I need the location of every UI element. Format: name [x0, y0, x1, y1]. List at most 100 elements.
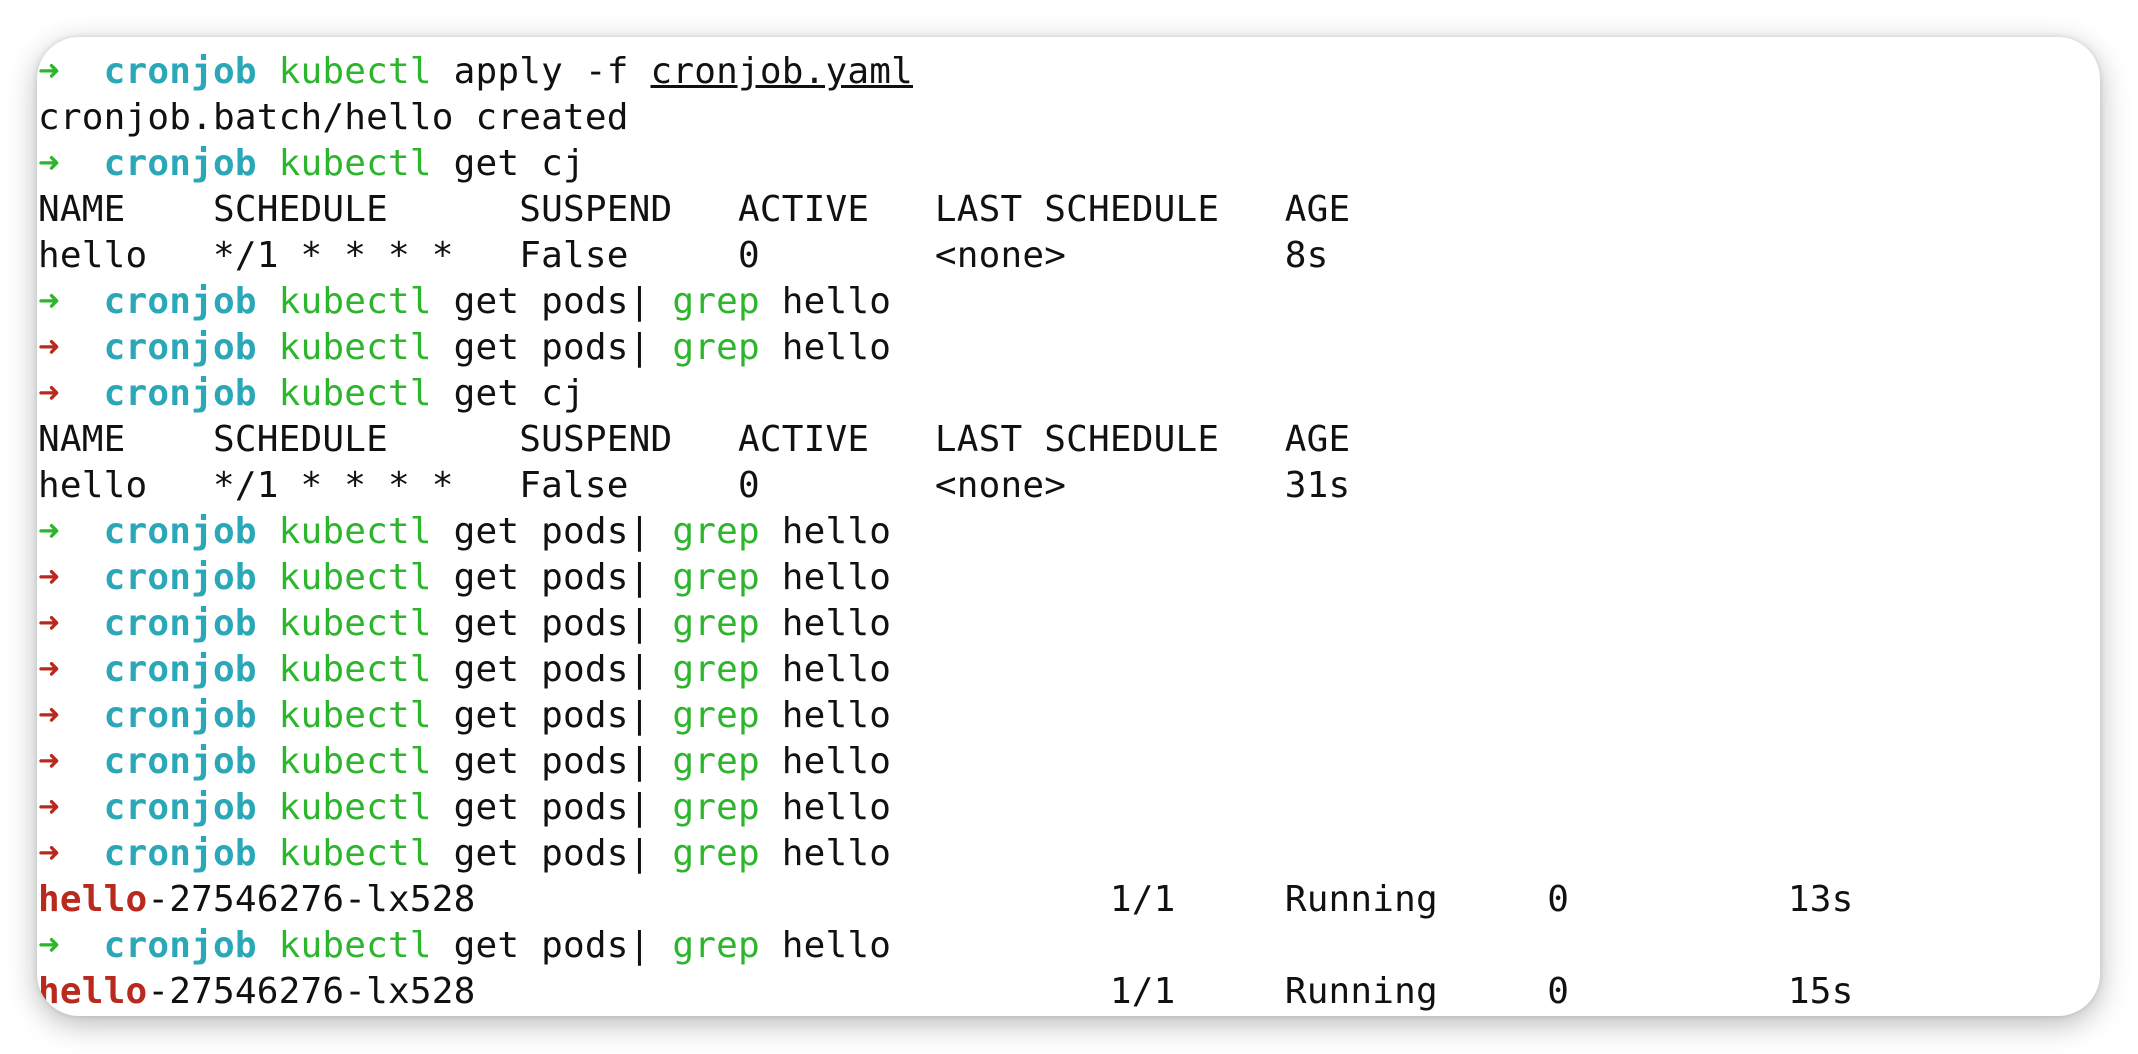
output-text: get cj: [453, 143, 585, 184]
prompt-arrow-error-icon: ➜: [38, 603, 104, 644]
grep-command: grep: [672, 649, 782, 690]
command-name: kubectl: [278, 511, 454, 552]
prompt-directory: cronjob: [103, 741, 279, 782]
command-name: kubectl: [278, 925, 454, 966]
terminal-line: ➜ cronjob kubectl get pods| grep hello: [38, 647, 1854, 693]
terminal-line: NAME SCHEDULE SUSPEND ACTIVE LAST SCHEDU…: [38, 417, 1854, 463]
terminal-output[interactable]: ➜ cronjob kubectl apply -f cronjob.yaml c…: [38, 49, 1854, 1016]
terminal-line: ➜ cronjob kubectl get pods| grep hello: [38, 279, 1854, 325]
terminal-line: ➜ cronjob kubectl get pods| grep hello: [38, 739, 1854, 785]
prompt-arrow-icon: ➜: [38, 511, 104, 552]
prompt-directory: cronjob: [103, 833, 279, 874]
prompt-directory: cronjob: [103, 511, 279, 552]
prompt-directory: cronjob: [103, 695, 279, 736]
prompt-directory: cronjob: [103, 649, 279, 690]
grep-command: grep: [672, 925, 782, 966]
output-text: hello: [781, 557, 892, 598]
grep-command: grep: [672, 741, 782, 782]
command-name: kubectl: [278, 695, 454, 736]
output-text: get pods|: [453, 649, 673, 690]
output-text: cronjob.batch/hello created: [38, 97, 629, 138]
terminal-line: ➜ cronjob kubectl: [38, 1015, 1854, 1016]
output-text: get pods|: [453, 327, 673, 368]
terminal-line: ➜ cronjob kubectl get pods| grep hello: [38, 923, 1854, 969]
prompt-arrow-icon: ➜: [38, 143, 104, 184]
command-name: kubectl: [278, 51, 454, 92]
command-name: kubectl: [278, 833, 454, 874]
output-text: get pods|: [453, 603, 673, 644]
terminal-line: cronjob.batch/hello created: [38, 95, 1854, 141]
grep-match: hello: [38, 879, 148, 920]
output-text: hello */1 * * * * False 0 <none> 8s: [38, 235, 1329, 276]
prompt-arrow-error-icon: ➜: [38, 741, 104, 782]
command-name: kubectl: [278, 741, 454, 782]
prompt-arrow-error-icon: ➜: [38, 833, 104, 874]
command-name: kubectl: [278, 557, 454, 598]
output-text: get pods|: [453, 557, 673, 598]
command-name: kubectl: [278, 373, 454, 414]
output-text: -27546276-lx528 1/1 Running 0 15s: [147, 971, 1854, 1012]
output-text: get pods|: [453, 833, 673, 874]
output-text: hello: [781, 925, 892, 966]
prompt-directory: cronjob: [103, 373, 279, 414]
terminal-line: hello */1 * * * * False 0 <none> 31s: [38, 463, 1854, 509]
prompt-arrow-icon: ➜: [38, 925, 104, 966]
prompt-directory: cronjob: [103, 787, 279, 828]
terminal-window: ➜ cronjob kubectl apply -f cronjob.yaml c…: [37, 37, 2100, 1016]
output-text: get pods|: [453, 511, 673, 552]
terminal-line: ➜ cronjob kubectl get pods| grep hello: [38, 693, 1854, 739]
terminal-line: ➜ cronjob kubectl get cj: [38, 371, 1854, 417]
output-text: NAME SCHEDULE SUSPEND ACTIVE LAST SCHEDU…: [38, 419, 1351, 460]
prompt-arrow-error-icon: ➜: [38, 695, 104, 736]
output-text: hello: [781, 327, 892, 368]
terminal-line: ➜ cronjob kubectl get pods| grep hello: [38, 555, 1854, 601]
output-text: get pods|: [453, 925, 673, 966]
command-name: kubectl: [278, 143, 454, 184]
prompt-directory: cronjob: [103, 603, 279, 644]
output-text: hello */1 * * * * False 0 <none> 31s: [38, 465, 1351, 506]
terminal-line: hello-27546276-lx528 1/1 Running 0 13s: [38, 877, 1854, 923]
grep-command: grep: [672, 787, 782, 828]
output-text: get cj: [453, 373, 585, 414]
grep-command: grep: [672, 511, 782, 552]
command-name: kubectl: [278, 787, 454, 828]
terminal-line: ➜ cronjob kubectl get pods| grep hello: [38, 325, 1854, 371]
grep-match: hello: [38, 971, 148, 1012]
grep-command: grep: [672, 833, 782, 874]
output-text: -27546276-lx528 1/1 Running 0 13s: [147, 879, 1854, 920]
prompt-directory: cronjob: [103, 557, 279, 598]
output-text: get pods|: [453, 281, 673, 322]
output-text: hello: [781, 741, 892, 782]
terminal-line: NAME SCHEDULE SUSPEND ACTIVE LAST SCHEDU…: [38, 187, 1854, 233]
prompt-arrow-icon: ➜: [38, 51, 104, 92]
output-text: hello: [781, 281, 892, 322]
prompt-arrow-icon: ➜: [38, 281, 104, 322]
output-text: apply -f: [453, 51, 651, 92]
output-text: hello: [781, 833, 892, 874]
terminal-line: ➜ cronjob kubectl get pods| grep hello: [38, 601, 1854, 647]
command-name: kubectl: [278, 603, 454, 644]
grep-command: grep: [672, 603, 782, 644]
output-text: get pods|: [453, 787, 673, 828]
output-text: get pods|: [453, 741, 673, 782]
prompt-directory: cronjob: [103, 327, 279, 368]
grep-command: grep: [672, 327, 782, 368]
command-name: kubectl: [278, 281, 454, 322]
prompt-arrow-error-icon: ➜: [38, 327, 104, 368]
terminal-line: hello */1 * * * * False 0 <none> 8s: [38, 233, 1854, 279]
command-name: kubectl: [278, 649, 454, 690]
prompt-arrow-error-icon: ➜: [38, 557, 104, 598]
command-name: kubectl: [278, 327, 454, 368]
output-text: NAME SCHEDULE SUSPEND ACTIVE LAST SCHEDU…: [38, 189, 1351, 230]
prompt-arrow-error-icon: ➜: [38, 373, 104, 414]
output-text: hello: [781, 649, 892, 690]
prompt-arrow-error-icon: ➜: [38, 649, 104, 690]
terminal-line: ➜ cronjob kubectl get pods| grep hello: [38, 831, 1854, 877]
terminal-line: ➜ cronjob kubectl apply -f cronjob.yaml: [38, 49, 1854, 95]
grep-command: grep: [672, 695, 782, 736]
prompt-directory: cronjob: [103, 51, 279, 92]
grep-command: grep: [672, 281, 782, 322]
terminal-line: hello-27546276-lx528 1/1 Running 0 15s: [38, 969, 1854, 1015]
prompt-directory: cronjob: [103, 281, 279, 322]
grep-command: grep: [672, 557, 782, 598]
